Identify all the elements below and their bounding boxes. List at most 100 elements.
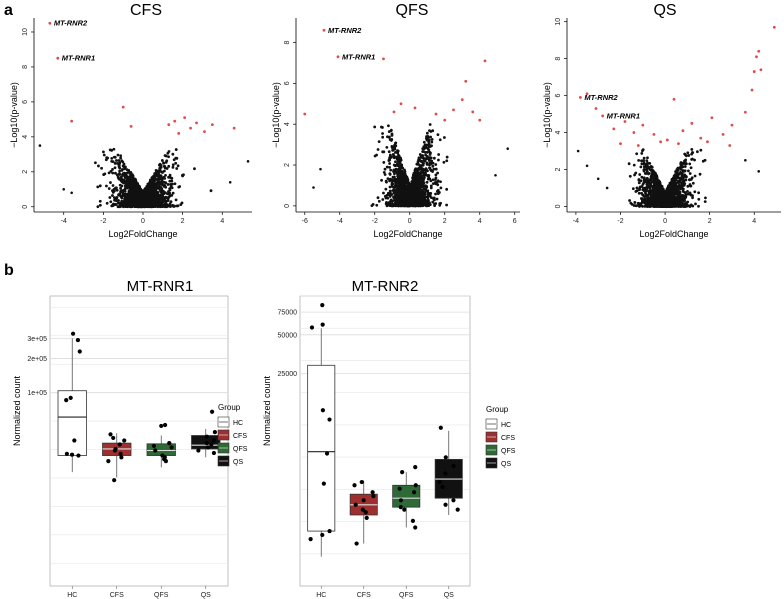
gene-point [654,197,658,201]
gene-point [161,195,165,199]
gene-point [123,186,127,190]
gene-point [120,199,124,203]
gene-point [137,204,141,208]
x-tick-label: CFS [357,592,371,599]
gene-point [412,188,415,192]
significant-point [699,136,703,140]
gene-point [757,170,761,173]
gene-point [142,192,145,196]
gene-point [118,192,122,196]
gene-point [420,160,424,163]
gene-point [120,184,124,188]
gene-point [658,196,661,199]
gene-point [428,129,431,133]
gene-point [417,198,421,202]
gene-point [387,192,391,195]
sample-point [327,528,332,534]
gene-point [154,203,158,206]
gene-point [391,179,395,183]
gene-point [425,173,428,177]
gene-point [388,153,392,157]
gene-point [442,136,446,139]
gene-point [112,196,116,200]
gene-point [430,159,434,163]
significant-point [471,110,475,114]
legend-label-hc: HC [501,422,511,429]
sample-point [209,409,215,414]
sample-point [77,349,82,354]
gene-point [209,189,213,193]
gene-point [640,152,644,155]
gene-point [109,181,112,184]
gene-point [166,151,170,155]
gene-point [635,186,639,190]
sample-point [359,479,364,485]
gene-point [397,178,401,182]
gene-point [391,148,394,152]
gene-point [393,191,397,195]
gene-point [122,193,126,197]
gene-point [673,205,677,208]
gene-point [633,201,637,204]
gene-point [422,178,425,182]
sample-point [211,450,217,456]
gene-point [423,150,427,154]
gene-point [98,184,102,188]
gene-point [425,204,429,207]
gene-point [434,163,438,166]
y-tick-label: 4 [555,131,562,135]
gene-point [697,197,701,201]
gene-annotation: MT-RNR2 [54,19,88,28]
gene-point [152,202,156,206]
gene-point [138,199,142,203]
gene-point [175,167,179,170]
gene-point [97,164,100,168]
gene-point [686,184,690,188]
gene-point [381,198,385,201]
gene-point [674,170,678,174]
gene-point [668,199,672,203]
gene-point [506,147,510,150]
gene-point [164,195,168,199]
gene-point [140,196,144,200]
y-axis-label: Normalized count [12,375,22,446]
significant-point [336,55,340,59]
gene-point [379,125,383,129]
y-tick-label: 2 [284,163,291,167]
gene-point [398,164,402,167]
gene-point [398,192,401,196]
chart-title-mt-rnr1: MT-RNR1 [127,278,194,295]
gene-point [392,196,395,199]
gene-point [405,197,409,201]
gene-point [105,201,109,205]
gene-point [419,170,423,174]
gene-point [642,167,646,171]
gene-point [115,173,119,177]
gene-point [115,196,119,199]
gene-point [123,165,127,169]
sample-point [70,331,76,336]
gene-point [401,170,404,174]
gene-point [651,169,655,173]
gene-point [684,154,688,158]
gene-point [126,182,130,186]
gene-point [674,199,678,203]
gene-point [421,182,425,186]
gene-point [645,159,649,163]
gene-point [168,179,172,183]
sample-point [309,325,315,330]
y-tick-label: 0 [555,204,562,208]
gene-point [445,155,449,159]
x-tick-label: 6 [513,218,517,225]
gene-point [689,203,693,207]
gene-point [681,194,685,197]
significant-point [483,59,487,63]
gene-point [654,175,657,179]
gene-point [246,160,250,163]
gene-point [118,166,122,170]
gene-point [642,177,646,181]
gene-point [431,178,435,182]
x-tick-label: 2 [443,218,447,225]
gene-point [193,167,196,171]
x-tick-label: -4 [337,218,343,225]
